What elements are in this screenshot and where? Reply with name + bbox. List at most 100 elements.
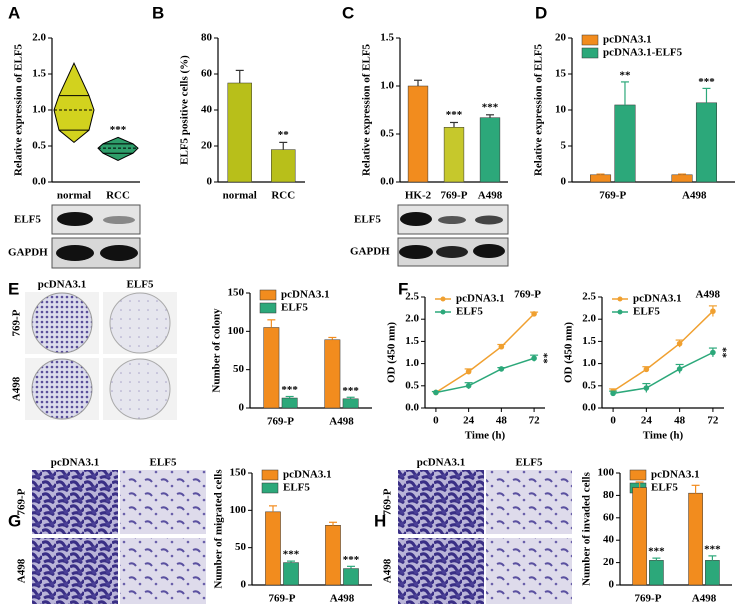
chart-title: 769-P [514, 289, 541, 301]
significance-label: *** [482, 101, 499, 113]
y-tick-label: 0.0 [380, 176, 394, 188]
y-tick-label: 150 [230, 467, 247, 479]
point [643, 385, 650, 391]
y-tick-label: 0 [241, 579, 247, 591]
legend-swatch [581, 47, 599, 59]
y-tick-label: 20 [201, 140, 213, 152]
y-tick-label: 2.5 [582, 291, 596, 303]
point [610, 390, 616, 397]
legend-label: ELF5 [281, 302, 308, 314]
y-tick-label: 1.5 [582, 335, 596, 347]
point [710, 349, 716, 356]
x-axis-label: Time (h) [643, 430, 684, 442]
bar [705, 560, 720, 586]
y-tick-label: 5 [561, 140, 567, 152]
bar [324, 339, 341, 409]
y-tick-label: 1.0 [32, 104, 46, 116]
line [612, 351, 714, 395]
significance-label: *** [342, 385, 359, 397]
legend-label: pcDNA3.1 [456, 293, 505, 305]
blot-label: ELF5 [14, 214, 41, 226]
image-column-label: ELF5 [127, 279, 154, 291]
y-tick-label: 100 [598, 467, 615, 479]
x-tick-label: RCC [271, 190, 295, 202]
y-tick-label: 40 [603, 534, 615, 546]
bar [263, 327, 280, 409]
legend-label: pcDNA3.1 [283, 469, 332, 481]
significance-label: *** [648, 546, 665, 558]
x-tick-label: 72 [707, 415, 719, 427]
blot-label: ELF5 [354, 214, 381, 226]
y-tick-label: 60 [201, 68, 213, 80]
x-tick-label: 0 [433, 415, 439, 427]
y-tick-label: 0.0 [32, 176, 46, 188]
x-tick-label: 24 [641, 415, 653, 427]
y-tick-label: 50 [235, 541, 247, 553]
point [531, 355, 537, 362]
legend-swatch [629, 469, 647, 481]
panel-letter: H [374, 511, 386, 530]
y-axis-label: Number of invaded cells [581, 471, 593, 585]
y-tick-label: 80 [603, 489, 615, 501]
bar [649, 560, 664, 586]
x-tick-label: 0 [610, 415, 616, 427]
bar [614, 104, 636, 183]
legend-swatch [440, 296, 446, 302]
significance-label: ** [619, 69, 631, 81]
bar [590, 174, 612, 183]
y-tick-label: 1.0 [405, 357, 419, 369]
legend-label: pcDNA3.1 [633, 293, 682, 305]
legend-swatch [440, 309, 446, 315]
image-row-label: A498 [382, 558, 394, 583]
bar [632, 487, 647, 586]
x-tick-label: A498 [330, 593, 355, 605]
legend-label: pcDNA3.1-ELF5 [603, 47, 683, 59]
significance-label: *** [698, 76, 715, 88]
x-tick-label: 72 [529, 415, 541, 427]
bar [343, 568, 359, 586]
y-axis-label: ELF5 positive cells (%) [179, 55, 191, 165]
point [498, 343, 505, 350]
y-tick-label: 1.5 [32, 68, 46, 80]
significance-label: *** [283, 549, 300, 561]
y-axis-label: Relative expression of ELF5 [361, 43, 373, 176]
bar [443, 127, 465, 183]
y-tick-label: 2.0 [32, 32, 46, 44]
panel-letter: D [535, 3, 547, 22]
y-tick-label: 1.5 [405, 335, 419, 347]
blot-label: GAPDH [350, 246, 390, 258]
point [498, 366, 505, 372]
y-tick-label: 0 [561, 176, 567, 188]
y-tick-label: 100 [230, 504, 247, 516]
legend-swatch [259, 289, 277, 301]
x-tick-label: RCC [106, 190, 130, 202]
image-row-label: 769-P [11, 309, 23, 336]
x-tick-label: A498 [329, 416, 354, 428]
y-tick-label: 0.0 [405, 402, 419, 414]
bar [227, 82, 252, 183]
y-tick-label: 100 [228, 325, 245, 337]
legend-label: ELF5 [283, 482, 310, 494]
significance-label: *** [704, 543, 721, 555]
legend-swatch [259, 302, 277, 314]
violin [97, 136, 139, 161]
image-row-label: A498 [11, 376, 23, 401]
significance-label: ** [538, 353, 550, 365]
bar [342, 398, 359, 409]
significance-label: ** [716, 347, 728, 359]
x-tick-label: 48 [674, 415, 686, 427]
bar [265, 511, 281, 586]
bar [695, 102, 717, 183]
x-tick-label: A498 [692, 593, 717, 605]
y-tick-label: 1.0 [582, 357, 596, 369]
y-axis-label: OD (450 nm) [563, 322, 575, 383]
x-axis-label: Time (h) [465, 430, 506, 442]
panel-letter: C [342, 3, 354, 22]
x-tick-label: 769-P [599, 190, 626, 202]
legend-swatch [261, 469, 279, 481]
point [531, 311, 537, 317]
bar [283, 562, 299, 586]
line [435, 357, 535, 394]
blot-label: GAPDH [8, 247, 48, 259]
